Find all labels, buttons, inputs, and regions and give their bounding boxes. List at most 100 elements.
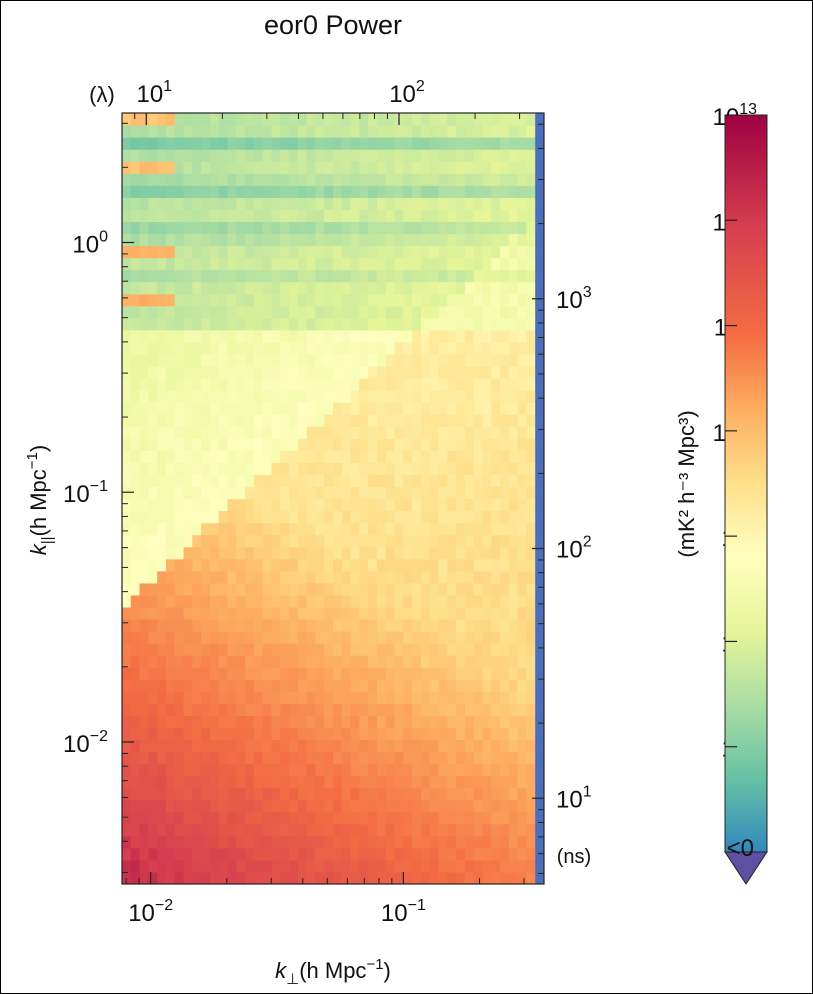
heatmap-cell xyxy=(403,209,413,223)
heatmap-cell xyxy=(447,558,457,572)
heatmap-cell xyxy=(473,305,484,319)
heatmap-cell xyxy=(165,715,176,728)
heatmap-cell xyxy=(262,269,273,283)
heatmap-cell xyxy=(148,582,158,596)
heatmap-cell xyxy=(412,414,422,427)
heatmap-cell xyxy=(517,691,528,704)
heatmap-cell xyxy=(297,221,308,235)
heatmap-cell xyxy=(385,823,396,837)
heatmap-cell xyxy=(517,185,528,198)
heatmap-cell xyxy=(394,811,404,825)
heatmap-cell xyxy=(447,799,457,813)
heatmap-cell xyxy=(315,498,325,512)
heatmap-cell xyxy=(174,341,185,355)
heatmap-cell xyxy=(245,618,255,632)
heatmap-cell xyxy=(209,161,220,174)
heatmap-cell xyxy=(508,233,519,247)
heatmap-cell xyxy=(491,209,501,223)
heatmap-cell xyxy=(429,594,440,608)
heatmap-cell xyxy=(412,594,422,608)
heatmap-cell xyxy=(420,522,431,536)
heatmap-cell xyxy=(253,293,264,307)
heatmap-cell xyxy=(535,643,544,656)
heatmap-cell xyxy=(368,775,378,789)
heatmap-cell xyxy=(306,570,317,584)
heatmap-cell xyxy=(297,305,308,319)
heatmap-cell xyxy=(394,558,404,572)
heatmap-cell xyxy=(333,209,343,223)
heatmap-cell xyxy=(508,341,519,355)
heatmap-cell xyxy=(429,606,440,620)
heatmap-cell xyxy=(412,233,422,247)
heatmap-cell xyxy=(165,149,176,162)
heatmap-cell xyxy=(122,233,132,247)
heatmap-cell xyxy=(315,137,325,150)
heatmap-cell xyxy=(315,510,325,524)
heatmap-cell xyxy=(412,125,422,138)
heatmap-cell xyxy=(130,570,141,584)
heatmap-cell xyxy=(508,438,519,451)
heatmap-cell xyxy=(157,450,167,463)
heatmap-cell xyxy=(280,739,290,753)
heatmap-cell xyxy=(473,402,484,415)
heatmap-cell xyxy=(429,546,440,560)
heatmap-cell xyxy=(271,667,281,680)
heatmap-cell xyxy=(148,245,158,259)
heatmap-cell xyxy=(130,414,141,427)
heatmap-cell xyxy=(420,618,431,632)
heatmap-cell xyxy=(526,450,536,463)
heatmap-cell xyxy=(130,582,141,596)
heatmap-cell xyxy=(420,667,431,680)
heatmap-cell xyxy=(227,594,237,608)
heatmap-cell xyxy=(306,847,317,861)
heatmap-cell xyxy=(473,582,484,596)
heatmap-cell xyxy=(341,739,352,753)
heatmap-cell xyxy=(482,763,492,777)
heatmap-cell xyxy=(412,245,422,259)
heatmap-cell xyxy=(341,787,352,801)
heatmap-cell xyxy=(148,329,158,343)
heatmap-cell xyxy=(227,125,237,138)
heatmap-cell xyxy=(306,414,317,427)
heatmap-cell xyxy=(201,859,211,873)
heatmap-cell xyxy=(139,655,149,668)
heatmap-cell xyxy=(192,835,202,849)
heatmap-cell xyxy=(350,113,360,126)
heatmap-cell xyxy=(403,341,413,355)
heatmap-cell xyxy=(192,209,202,223)
heatmap-cell xyxy=(174,570,185,584)
heatmap-cell xyxy=(130,245,141,259)
heatmap-cell xyxy=(139,149,149,162)
heatmap-cell xyxy=(148,233,158,247)
heatmap-cell xyxy=(315,474,325,488)
heatmap-cell xyxy=(394,631,404,644)
heatmap-cell xyxy=(368,679,378,692)
heatmap-cell xyxy=(130,149,141,162)
heatmap-cell xyxy=(306,727,317,741)
heatmap-cell xyxy=(517,269,528,283)
heatmap-cell xyxy=(341,402,352,415)
heatmap-cell xyxy=(412,763,422,777)
heatmap-cell xyxy=(341,161,352,174)
heatmap-cell xyxy=(262,594,273,608)
heatmap-cell xyxy=(209,113,220,126)
heatmap-cell xyxy=(297,426,308,439)
heatmap-cell xyxy=(324,474,334,488)
heatmap-cell xyxy=(333,365,343,379)
heatmap-cell xyxy=(157,811,167,825)
heatmap-cell xyxy=(500,859,510,873)
heatmap-cell xyxy=(447,859,457,873)
heatmap-cell xyxy=(324,125,334,138)
heatmap-cell xyxy=(535,787,544,801)
heatmap-cell xyxy=(535,281,544,295)
heatmap-cell xyxy=(385,426,396,439)
heatmap-cell xyxy=(333,185,343,198)
heatmap-cell xyxy=(394,522,404,536)
heatmap-cell xyxy=(508,727,519,741)
heatmap-cell xyxy=(297,823,308,837)
heatmap-cell xyxy=(289,859,299,873)
heatmap-cell xyxy=(297,185,308,198)
heatmap-cell xyxy=(306,703,317,716)
heatmap-cell xyxy=(464,618,475,632)
heatmap-cell xyxy=(289,667,299,680)
